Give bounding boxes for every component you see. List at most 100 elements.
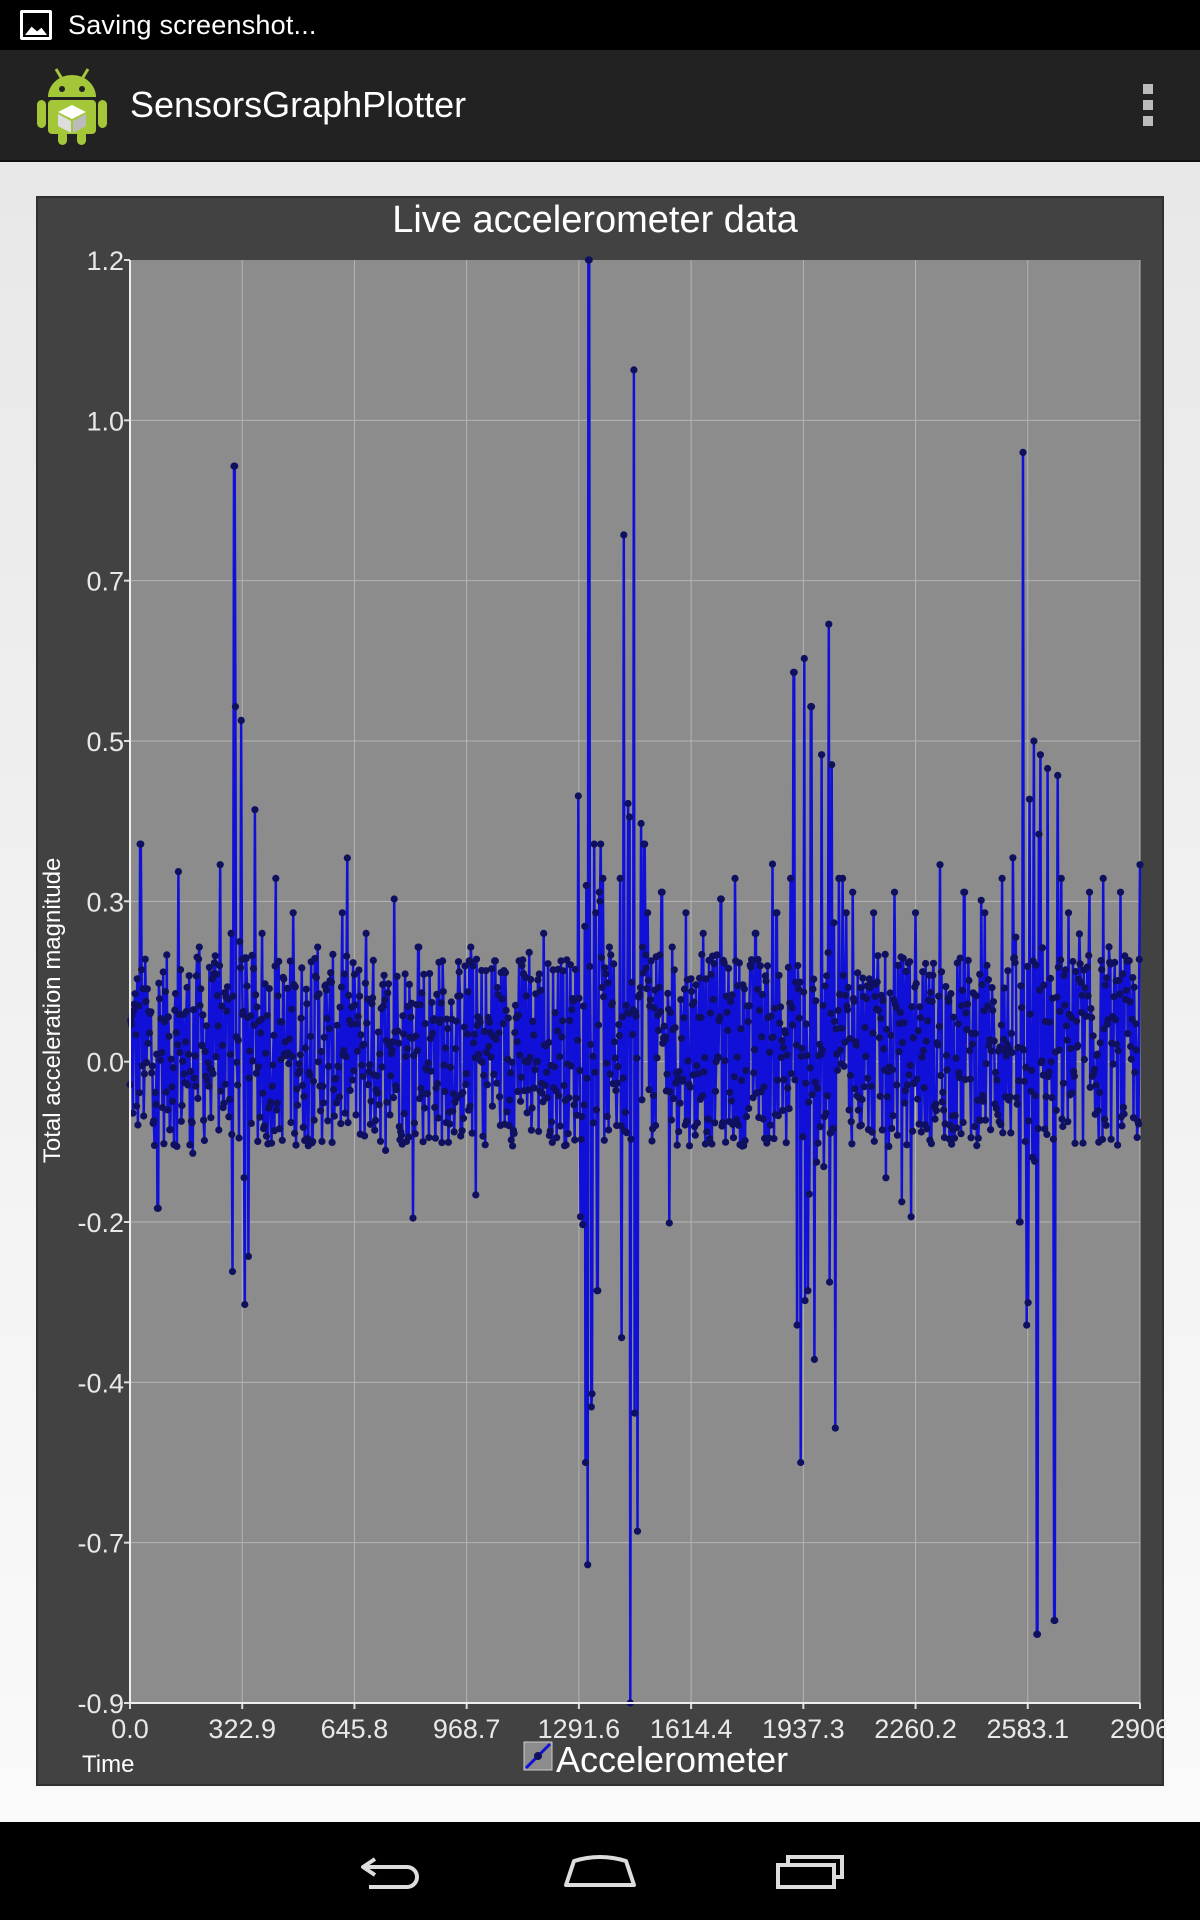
data-point [722, 1138, 730, 1146]
data-point [241, 1300, 249, 1309]
data-point [459, 1089, 467, 1097]
data-point [894, 961, 902, 970]
data-point [815, 1040, 824, 1048]
data-point [190, 1074, 198, 1082]
android-robot-icon[interactable] [34, 63, 110, 147]
data-point [667, 1116, 676, 1124]
data-point [426, 970, 434, 978]
data-point [558, 1017, 567, 1025]
data-point [570, 1101, 578, 1109]
data-point [880, 1045, 888, 1053]
data-point [740, 985, 749, 993]
data-point [415, 943, 423, 951]
data-point [1058, 1115, 1066, 1123]
data-point [860, 1083, 868, 1091]
data-point [1009, 854, 1017, 862]
data-point [1122, 986, 1130, 994]
data-point [369, 956, 377, 965]
data-point [997, 1021, 1006, 1029]
data-point [885, 1142, 893, 1150]
chart-container: 0.0 322.9 645.8 968.7 1291.6 1614.4 1937.3 2260… [36, 196, 1166, 1786]
data-point [838, 1024, 846, 1032]
data-point [976, 970, 984, 978]
data-point [548, 1138, 556, 1146]
data-point [823, 1092, 832, 1100]
data-point [839, 971, 847, 980]
data-point [812, 997, 820, 1005]
data-point [745, 1104, 753, 1112]
data-point [790, 668, 798, 676]
data-point [312, 974, 320, 982]
data-point [405, 980, 413, 989]
data-point [748, 957, 756, 966]
x-tick-label: 968.7 [433, 1714, 501, 1744]
data-point [165, 1032, 173, 1040]
data-point [971, 1030, 980, 1038]
data-point [675, 1128, 683, 1136]
data-point [883, 1025, 891, 1033]
back-icon[interactable] [335, 1841, 445, 1901]
data-point [963, 1000, 972, 1008]
data-point [632, 1012, 640, 1020]
overflow-menu-icon[interactable] [1136, 84, 1160, 134]
data-point [1132, 1046, 1140, 1054]
data-point [621, 1108, 629, 1116]
data-point [588, 1390, 596, 1398]
data-point [690, 998, 698, 1006]
data-point [675, 1067, 684, 1076]
data-point [953, 1124, 961, 1132]
data-point [881, 950, 889, 959]
x-axis-label: Time [82, 1751, 134, 1778]
data-point [475, 1050, 483, 1058]
data-point [200, 1136, 208, 1145]
data-point [343, 854, 351, 862]
data-point [530, 1031, 538, 1039]
data-point [1015, 1077, 1023, 1085]
data-point [349, 959, 357, 967]
legend: Accelerometer [523, 1739, 788, 1780]
data-point [677, 996, 685, 1004]
recents-icon[interactable] [755, 1841, 865, 1901]
data-point [968, 1040, 977, 1048]
data-point [1101, 981, 1109, 989]
data-point [182, 1008, 190, 1016]
data-point [376, 1137, 385, 1145]
data-point [989, 998, 998, 1006]
data-point [919, 1047, 928, 1055]
data-point [163, 1106, 172, 1114]
data-point [209, 1070, 217, 1078]
data-point [531, 1066, 539, 1074]
x-tick-label: 1937.3 [762, 1714, 845, 1744]
data-point [601, 964, 609, 972]
data-point [1038, 944, 1047, 952]
data-point [636, 990, 644, 999]
data-point [707, 970, 715, 979]
data-point [955, 1074, 964, 1082]
data-point [608, 999, 616, 1007]
data-point [654, 1026, 663, 1034]
data-point [903, 1141, 911, 1149]
data-point [639, 943, 647, 951]
data-point [493, 984, 502, 992]
data-point [355, 966, 363, 974]
data-point [1130, 983, 1138, 991]
data-point [802, 1079, 810, 1087]
data-point [1088, 1013, 1096, 1022]
data-point [173, 1142, 181, 1150]
data-point [752, 929, 760, 938]
home-icon[interactable] [545, 1841, 655, 1901]
data-point [182, 1038, 190, 1046]
data-point [937, 968, 946, 976]
data-point [1085, 888, 1094, 896]
data-point [461, 962, 469, 970]
data-point [291, 983, 299, 991]
data-point [164, 1013, 172, 1021]
data-point [140, 1112, 148, 1120]
data-point [711, 1087, 720, 1095]
data-point [870, 909, 878, 917]
data-point [931, 1115, 939, 1123]
data-point [454, 958, 463, 966]
data-point [254, 1137, 262, 1145]
data-point [272, 874, 280, 883]
data-point [1072, 968, 1080, 976]
